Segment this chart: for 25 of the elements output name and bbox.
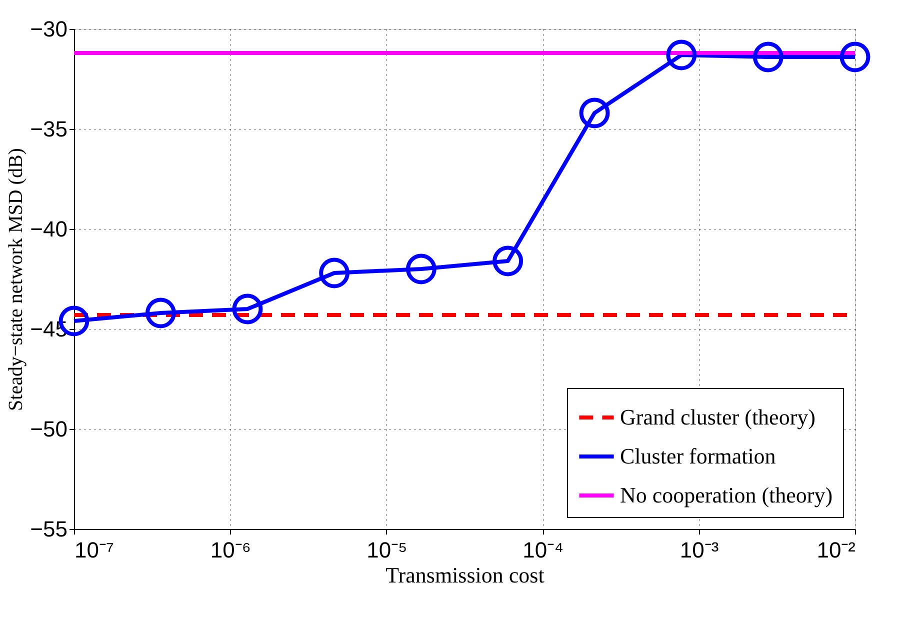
y-tick-label: −35: [30, 116, 68, 142]
x-axis-title: Transmission cost: [386, 562, 544, 588]
legend-label: Cluster formation: [620, 444, 776, 468]
y-tick-label: −40: [30, 216, 68, 242]
point: [840, 42, 870, 72]
point: [319, 258, 350, 288]
legend-label: Grand cluster (theory): [620, 404, 816, 430]
point: [232, 294, 263, 324]
y-tick-label: −30: [30, 16, 68, 42]
legend-label: No cooperation (theory): [620, 482, 833, 508]
x-tick-label: 10⁻⁷: [74, 538, 114, 562]
y-tick-label: −50: [30, 416, 68, 442]
x-tick-label: 10⁻²: [816, 538, 856, 562]
point: [579, 98, 610, 128]
x-tick-label: 10⁻³: [680, 538, 719, 562]
point: [492, 246, 524, 276]
x-tick-label: 10⁻⁴: [522, 538, 564, 562]
point: [752, 42, 784, 72]
y-axis-title: Steady−state network MSD (dB): [5, 148, 28, 411]
point: [666, 40, 697, 70]
x-tick-label: 10⁻⁶: [210, 538, 251, 562]
y-tick-label: −55: [30, 516, 68, 542]
x-tick-label: 10⁻⁵: [366, 538, 408, 562]
point: [145, 298, 176, 328]
point: [406, 254, 436, 284]
